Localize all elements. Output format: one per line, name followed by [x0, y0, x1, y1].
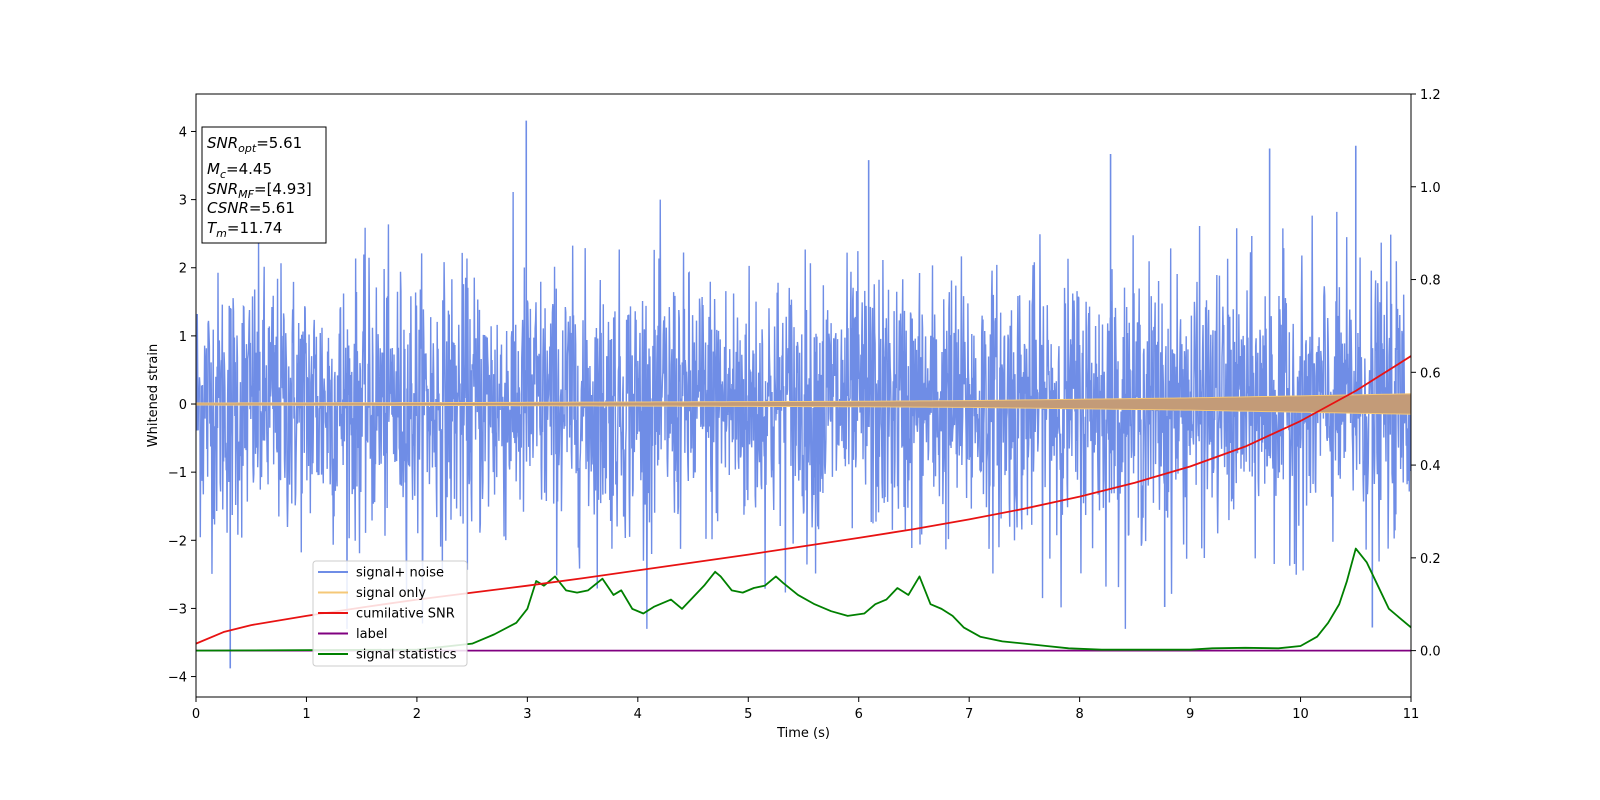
- x-tick-label: 7: [965, 707, 973, 722]
- series-signal-noise-line: [196, 192, 1411, 629]
- y-tick-label: 2: [179, 262, 187, 277]
- axes: 0 1 2 3 4 5 6 7 8 9 10 11 −4 −3 −2 −1 0 1 2 3 4 0.0 0.2 0.4 0.6 0…: [168, 88, 1441, 722]
- x-tick-label: 3: [523, 707, 531, 722]
- y2-tick-label: 0.0: [1420, 645, 1441, 660]
- legend-frame: [312, 560, 468, 667]
- stats-line: SNRopt=5.61: [207, 134, 302, 155]
- y2-tick-label: 0.8: [1420, 274, 1441, 289]
- y-tick-label: 4: [179, 125, 187, 140]
- x-tick-label: 11: [1403, 707, 1420, 722]
- legend-entry: signal statistics: [356, 648, 457, 663]
- y2-tick-label: 0.6: [1420, 366, 1441, 381]
- series-signal-statistics-line: [196, 547, 1411, 652]
- x-axis-label: Time (s): [776, 726, 830, 741]
- y-tick-label: −1: [168, 466, 187, 481]
- y-tick-label: 0: [179, 398, 187, 413]
- legend-entry: cumilative SNR: [356, 607, 455, 622]
- stats-box-frame: [201, 126, 327, 244]
- y-tick-label: 3: [179, 194, 187, 209]
- plot-frame: [195, 93, 1412, 698]
- legend-entry: signal only: [356, 586, 426, 601]
- y-tick-label: −2: [168, 534, 187, 549]
- y-tick-label: −3: [168, 602, 187, 617]
- stats-line: SNRMF=[4.93]: [207, 180, 312, 201]
- x-tick-label: 9: [1186, 707, 1194, 722]
- x-tick-label: 5: [744, 707, 752, 722]
- legend-entry: label: [356, 627, 387, 642]
- x-tick-label: 4: [634, 707, 642, 722]
- legend: signal+ noise signal only cumilative SNR la…: [312, 560, 468, 667]
- legend-entry: signal+ noise: [356, 566, 444, 581]
- x-tick-label: 6: [855, 707, 863, 722]
- series-signal-only-band: [196, 393, 1411, 415]
- y-tick-label: −4: [168, 671, 187, 686]
- x-tick-label: 10: [1292, 707, 1309, 722]
- y-axis-label: Whitened strain: [146, 344, 161, 447]
- stats-line: Mc=4.45: [207, 160, 272, 181]
- stats-line: CSNR=5.61: [207, 199, 295, 217]
- y2-tick-label: 0.2: [1420, 552, 1441, 567]
- stats-line: Tm=11.74: [207, 219, 282, 240]
- x-tick-label: 2: [413, 707, 421, 722]
- y2-tick-label: 1.0: [1420, 181, 1441, 196]
- x-tick-label: 1: [302, 707, 310, 722]
- x-tick-label: 0: [192, 707, 200, 722]
- y2-tick-label: 0.4: [1420, 459, 1441, 474]
- y2-tick-label: 1.2: [1420, 88, 1441, 103]
- x-tick-label: 8: [1075, 707, 1083, 722]
- y-tick-label: 1: [179, 330, 187, 345]
